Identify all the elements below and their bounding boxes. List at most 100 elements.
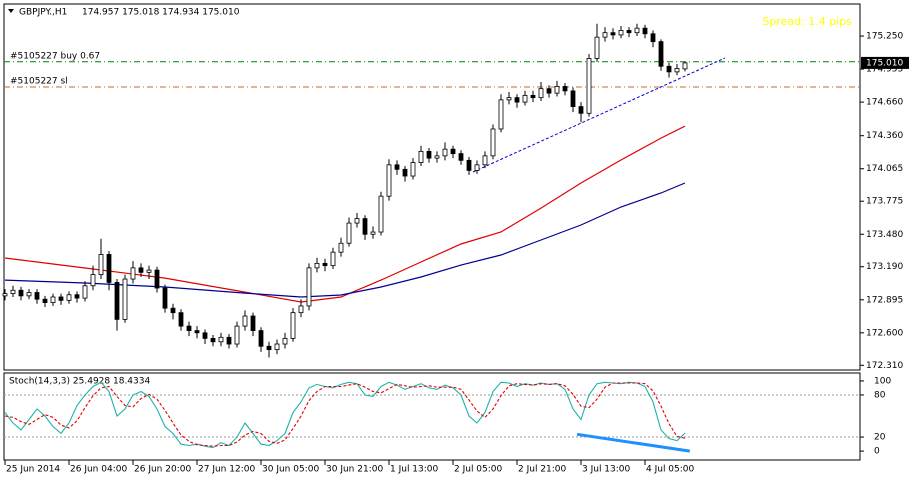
candle-body: [674, 68, 680, 73]
y-tick-label: 174.065: [866, 164, 903, 174]
candle-body: [194, 330, 200, 334]
candle-body: [290, 312, 296, 339]
candle-body: [146, 269, 152, 273]
order-label: #5105227 buy 0.67: [10, 51, 100, 61]
candle-body: [178, 312, 184, 327]
candle-body: [258, 330, 264, 347]
candle-body: [650, 33, 656, 43]
candle-body: [114, 282, 120, 320]
candle-body: [18, 289, 24, 297]
y-tick-label: 173.480: [866, 230, 903, 240]
candle-body: [554, 86, 560, 94]
candle-body: [274, 343, 280, 351]
candle-body: [434, 155, 440, 159]
candle-body: [386, 164, 392, 197]
price-box-label: 175.010: [866, 58, 903, 68]
candle-body: [322, 262, 328, 267]
candle-body: [562, 86, 568, 92]
x-tick-label: 30 Jun 05:00: [262, 465, 319, 475]
candle-body: [98, 254, 104, 275]
candle-body: [498, 99, 504, 130]
candle-body: [330, 251, 336, 267]
symbol-title: GBPJPY.,H1: [19, 8, 67, 18]
candle-body: [170, 307, 176, 314]
y-tick-label: 174.660: [866, 98, 903, 108]
candle-body: [202, 332, 208, 339]
candle-body: [50, 296, 56, 303]
candle-body: [226, 336, 232, 345]
x-tick-label: 27 Jun 12:00: [198, 465, 255, 475]
divergence-line: [576, 432, 691, 453]
y-tick-label: 174.955: [866, 65, 903, 75]
candle-body: [570, 90, 576, 107]
candle-body: [618, 30, 624, 36]
candle-body: [506, 97, 512, 101]
candle-body: [162, 287, 168, 309]
y-tick-label: 20: [874, 433, 886, 443]
candle-body: [90, 274, 96, 287]
main-panel: [3, 3, 861, 371]
candle-body: [418, 150, 424, 163]
candle-body: [546, 88, 552, 94]
indicator-panel: [3, 372, 861, 461]
stochastic-line: [4, 382, 686, 447]
candle-body: [410, 162, 416, 177]
x-tick-label: 3 Jul 13:00: [582, 465, 631, 475]
x-tick-label: 26 Jun 20:00: [134, 465, 191, 475]
candle-body: [442, 148, 448, 157]
candle-body: [602, 32, 608, 38]
candle-body: [666, 65, 672, 73]
candle-body: [362, 218, 368, 235]
trendline: [472, 57, 726, 173]
candle-body: [210, 338, 216, 343]
candle-body: [634, 27, 640, 34]
candle-body: [218, 336, 224, 343]
candle-body: [402, 168, 408, 177]
x-tick-label: 4 Jul 05:00: [646, 465, 695, 475]
candle-body: [658, 41, 664, 67]
x-tick-label: 25 Jun 2014: [6, 465, 60, 475]
candle-body: [346, 222, 352, 244]
candle-body: [154, 269, 160, 289]
y-tick-label: 172.310: [866, 361, 903, 371]
moving-average: [4, 182, 686, 298]
stochastic-line: [4, 381, 686, 449]
candle-body: [538, 88, 544, 99]
y-tick-label: 173.775: [866, 197, 903, 207]
y-tick-label: 175.250: [866, 32, 903, 42]
candle-body: [186, 325, 192, 331]
candle-body: [594, 36, 600, 59]
candle-body: [74, 294, 80, 299]
indicator-title: Stoch(14,3,3) 25.4928 18.4334: [9, 377, 150, 387]
candle-body: [682, 62, 688, 70]
y-tick-label: 172.600: [866, 328, 903, 338]
candle-body: [130, 267, 136, 280]
candle-body: [354, 218, 360, 224]
candle-body: [514, 97, 520, 103]
candle-body: [626, 30, 632, 34]
y-tick-label: 100: [874, 376, 891, 386]
candle-body: [66, 294, 72, 301]
candle-body: [250, 315, 256, 331]
candle-body: [106, 254, 112, 283]
candle-body: [394, 164, 400, 170]
price-box: [861, 56, 909, 69]
candle-body: [530, 94, 536, 99]
x-tick-label: 26 Jun 04:00: [70, 465, 127, 475]
candle-body: [298, 305, 304, 314]
candle-body: [26, 292, 32, 297]
candle-body: [34, 292, 40, 300]
ohlc-label: 174.957 175.018 174.934 175.010: [82, 8, 240, 18]
candle-body: [450, 148, 456, 155]
candle-body: [378, 195, 384, 233]
candle-body: [474, 164, 480, 171]
candle-body: [138, 267, 144, 273]
y-tick-label: 174.360: [866, 131, 903, 141]
candle-body: [586, 58, 592, 114]
spread-label: Spread: 1.4 pips: [762, 15, 852, 28]
candle-body: [42, 298, 48, 303]
y-tick-label: 173.190: [866, 262, 903, 272]
candle-body: [338, 242, 344, 253]
candle-body: [610, 32, 616, 36]
candle-body: [2, 293, 8, 297]
